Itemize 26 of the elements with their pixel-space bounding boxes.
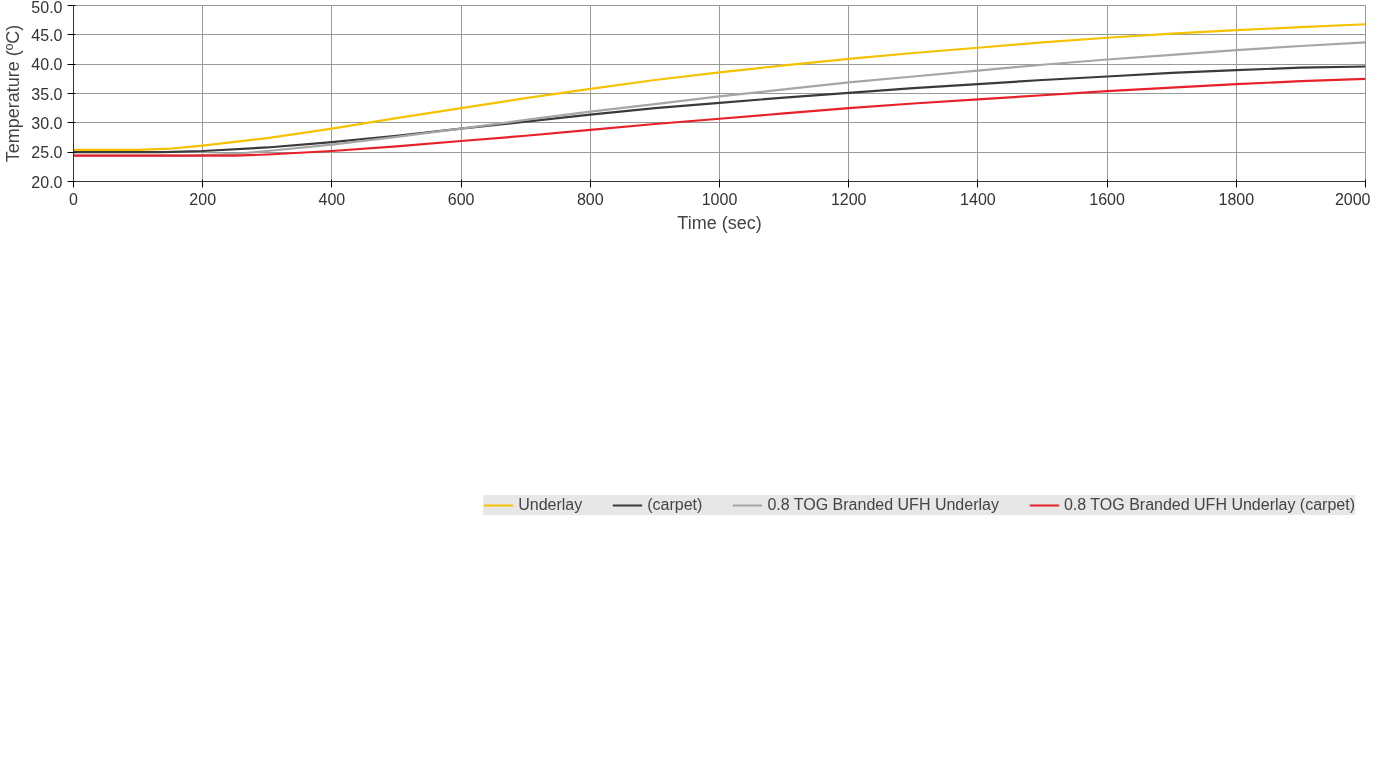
y-tick-label: 30.0: [31, 114, 63, 132]
x-tick-label: 800: [576, 190, 604, 208]
legend-label: Underlay: [518, 496, 583, 514]
x-tick-label: 0: [69, 190, 79, 208]
x-tick-label: 200: [189, 190, 217, 208]
x-axis-title: Time (sec): [677, 212, 762, 233]
y-tick-label: 35.0: [31, 85, 63, 103]
x-tick-label: 1800: [1218, 190, 1255, 208]
y-tick-label: 45.0: [31, 26, 63, 44]
x-tick-label: 1600: [1089, 190, 1125, 208]
y-tick-label: 20.0: [31, 173, 63, 191]
x-tick-label: 1200: [830, 190, 867, 208]
y-axis-title: Temperature (ºC): [3, 24, 24, 163]
y-tick-label: 40.0: [31, 56, 63, 74]
line-series: [73, 77, 1366, 157]
x-tick-label: 1400: [960, 190, 996, 208]
y-tick-label: 50.0: [31, 0, 63, 16]
legend-label: 0.8 TOG Branded UFH Underlay: [767, 496, 999, 514]
line-series: [73, 23, 1366, 151]
x-tick-label: 1000: [701, 190, 738, 208]
y-tick-label: 25.0: [31, 144, 63, 162]
x-tick-label: 600: [447, 190, 475, 208]
legend-label: 0.8 TOG Branded UFH Underlay (carpet): [1063, 496, 1355, 514]
legend-label: (carpet): [647, 496, 703, 514]
x-tick-label: 400: [318, 190, 346, 208]
x-tick-label: 2000: [1334, 190, 1371, 208]
